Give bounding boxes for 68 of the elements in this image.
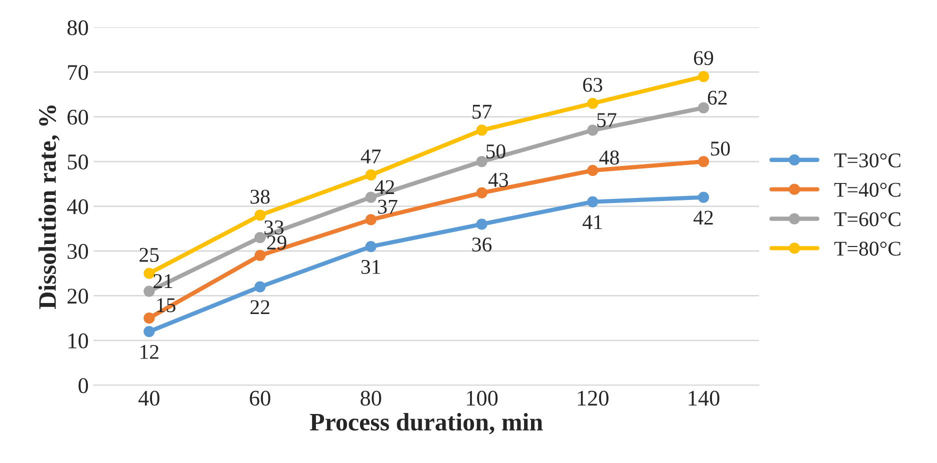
data-label: 31 [361,260,380,274]
point [587,196,598,208]
point [698,70,710,82]
data-label: 33 [264,220,284,234]
y-tick-label: 70 [68,64,88,80]
point [144,268,155,279]
x-tick-label: 140 [688,390,720,406]
data-label: 29 [267,236,286,250]
y-tick-label: 40 [67,199,88,214]
x-axis-title: Process duration, min [310,413,543,434]
data-label: 25 [140,248,159,262]
point [365,240,376,252]
point [587,164,598,176]
legend-label: T=40°C [834,182,900,197]
point [144,326,155,338]
data-label: 50 [710,142,730,156]
point [476,187,488,198]
data-label: 21 [154,274,172,288]
point [254,250,266,262]
point [144,286,155,297]
data-label: 41 [582,215,602,230]
data-label: 48 [599,150,619,165]
data-label: 43 [488,172,508,187]
point [476,156,488,168]
legend-label: T=30°C [834,153,900,168]
data-label: 57 [472,104,492,119]
x-tick-label: 60 [250,390,270,406]
point [698,156,710,168]
y-tick-label: 80 [67,20,88,36]
point [587,98,598,109]
data-label: 50 [486,144,506,158]
y-tick-label: 30 [68,244,88,259]
point [698,192,710,203]
x-tick-label: 100 [467,390,498,406]
point [365,192,376,203]
y-tick-label: 10 [68,333,88,348]
data-label: 42 [374,180,394,194]
data-label: 37 [378,200,398,214]
point [365,214,376,226]
x-tick-label: 80 [360,390,382,406]
data-label: 36 [472,238,492,252]
point [254,232,266,244]
y-tick-label: 0 [78,378,88,394]
data-label: 38 [250,190,270,204]
data-label: 42 [694,210,713,225]
point [587,124,598,136]
data-label: 57 [597,113,616,128]
point [254,281,266,292]
y-tick-label: 50 [68,154,88,170]
data-label: 63 [583,78,602,92]
x-tick-label: 120 [578,390,608,406]
data-label: 62 [708,90,727,105]
legend-label: T=80°C [834,242,900,256]
data-label: 12 [140,344,158,359]
x-tick-label: 40 [138,390,160,406]
data-label: 69 [694,51,714,66]
point [144,312,155,324]
point [476,218,488,230]
point [254,210,266,221]
legend-label: T=60°C [834,212,900,226]
point [476,124,488,136]
data-label: 47 [360,150,381,164]
y-tick-label: 20 [68,288,88,304]
data-label: 22 [250,300,270,314]
y-tick-label: 60 [68,110,88,125]
y-axis-title: Dissolution rate, % [38,105,60,309]
point [365,169,376,181]
point [698,102,710,114]
